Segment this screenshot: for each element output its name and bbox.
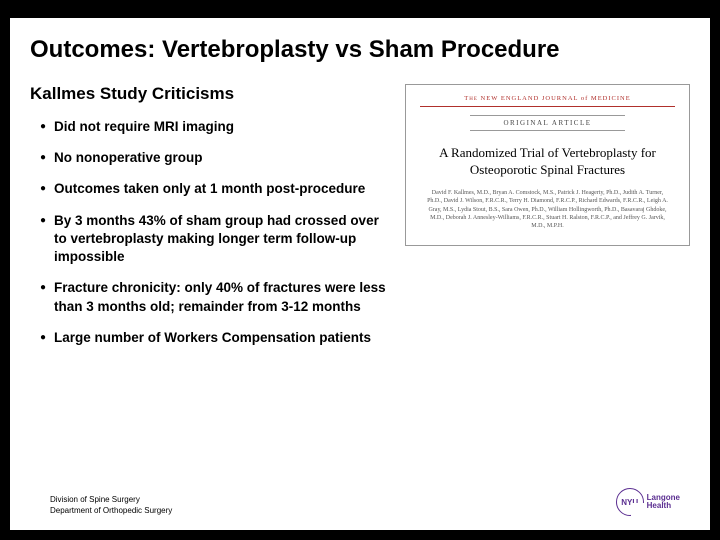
article-title: A Randomized Trial of Vertebroplasty for… — [420, 145, 675, 179]
nyu-logo-text: Langone Health — [647, 494, 680, 510]
nyu-badge-text: NYU — [621, 498, 638, 507]
footer-line2: Department of Orthopedic Surgery — [50, 506, 172, 516]
footer-logo: NYU Langone Health — [616, 488, 680, 516]
journal-name: NEW ENGLAND JOURNAL of MEDICINE — [481, 95, 631, 102]
slide-title: Outcomes: Vertebroplasty vs Sham Procedu… — [10, 18, 710, 74]
criticisms-list: Did not require MRI imaging No nonoperat… — [30, 118, 390, 347]
right-column: The NEW ENGLAND JOURNAL of MEDICINE ORIG… — [405, 84, 690, 360]
list-item: Did not require MRI imaging — [40, 118, 390, 136]
left-column: Kallmes Study Criticisms Did not require… — [30, 84, 390, 360]
slide-footer: Division of Spine Surgery Department of … — [50, 488, 680, 516]
article-authors: David F. Kallmes, M.D., Bryan A. Comstoc… — [420, 189, 675, 231]
journal-header: The NEW ENGLAND JOURNAL of MEDICINE — [420, 95, 675, 107]
list-item: No nonoperative group — [40, 149, 390, 167]
article-preview: The NEW ENGLAND JOURNAL of MEDICINE ORIG… — [405, 84, 690, 246]
list-item: Outcomes taken only at 1 month post-proc… — [40, 180, 390, 198]
footer-line1: Division of Spine Surgery — [50, 495, 172, 505]
journal-prefix: The — [464, 95, 478, 102]
nyu-logo-line2: Health — [647, 502, 680, 510]
footer-affiliation: Division of Spine Surgery Department of … — [50, 495, 172, 516]
list-item: Large number of Workers Compensation pat… — [40, 329, 390, 347]
article-type-label: ORIGINAL ARTICLE — [470, 115, 625, 131]
list-item: By 3 months 43% of sham group had crosse… — [40, 212, 390, 267]
content-area: Kallmes Study Criticisms Did not require… — [10, 74, 710, 360]
subtitle: Kallmes Study Criticisms — [30, 84, 390, 104]
nyu-badge-icon: NYU — [616, 488, 644, 516]
list-item: Fracture chronicity: only 40% of fractur… — [40, 279, 390, 315]
